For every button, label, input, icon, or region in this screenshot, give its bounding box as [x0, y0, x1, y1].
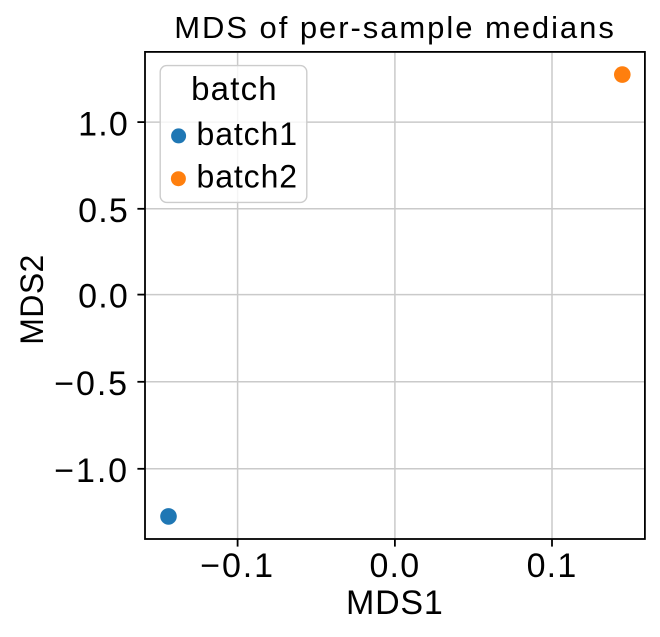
svg-text:batch: batch: [191, 70, 278, 107]
svg-text:batch1: batch1: [197, 116, 298, 152]
svg-text:0.1: 0.1: [527, 547, 578, 585]
svg-text:0.0: 0.0: [369, 547, 420, 585]
svg-text:0.5: 0.5: [78, 192, 129, 230]
svg-text:−0.1: −0.1: [200, 547, 275, 585]
svg-text:0.0: 0.0: [78, 278, 129, 316]
svg-text:batch2: batch2: [197, 159, 298, 195]
svg-text:−1.0: −1.0: [54, 452, 129, 490]
svg-text:1.0: 1.0: [78, 105, 129, 143]
svg-text:MDS2: MDS2: [14, 254, 50, 345]
svg-text:−0.5: −0.5: [54, 365, 129, 403]
svg-text:MDS of per-sample medians: MDS of per-sample medians: [174, 10, 616, 45]
svg-text:MDS1: MDS1: [346, 584, 444, 622]
